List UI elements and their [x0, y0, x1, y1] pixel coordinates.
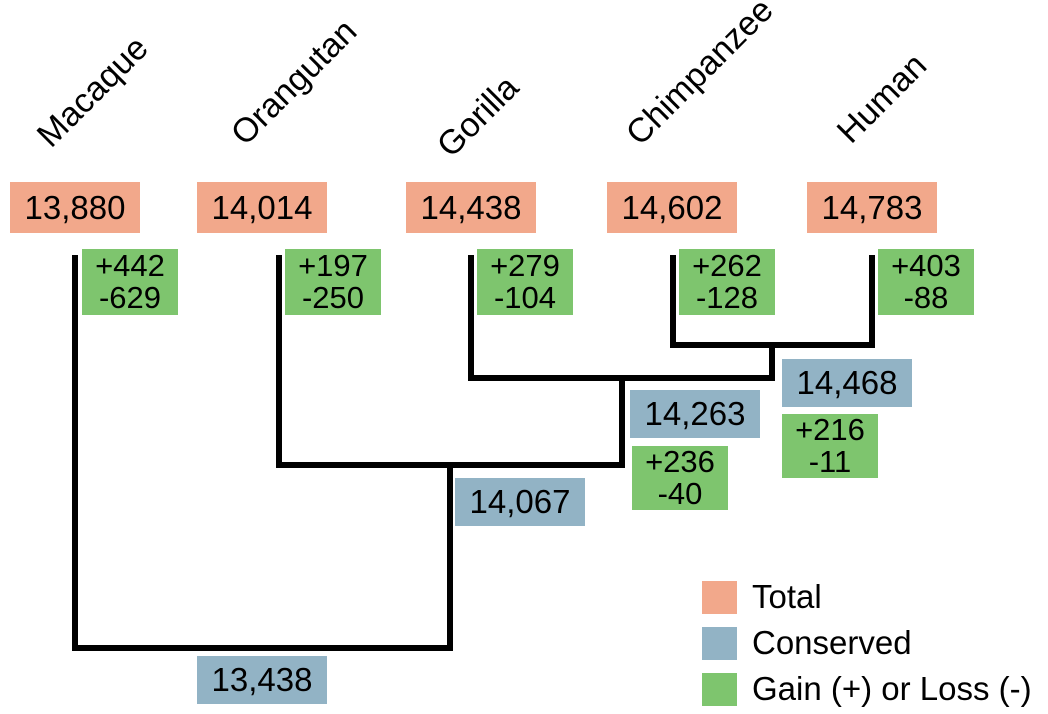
gain-value: +279 — [490, 248, 560, 283]
species-label-chimpanzee: Chimpanzee — [618, 0, 781, 153]
legend-item-conserved: Conserved — [702, 621, 912, 665]
species-label-gorilla: Gorilla — [429, 68, 527, 165]
loss-value: -11 — [808, 444, 852, 479]
loss-value: -250 — [301, 280, 365, 315]
legend-swatch-total — [702, 580, 737, 614]
gainloss-box-chimpanzee: +262 -128 — [679, 249, 775, 315]
species-label-human: Human — [829, 46, 935, 151]
gainloss-box-human-chimp: +216 -11 — [782, 414, 878, 478]
total-box-human: 14,783 — [807, 182, 937, 233]
branch-human — [869, 255, 875, 348]
total-box-orangutan: 14,014 — [197, 182, 327, 233]
conserved-box-gorilla-join: 14,263 — [630, 390, 760, 438]
species-label-macaque: Macaque — [29, 28, 156, 155]
gainloss-box-gorilla: +279 -104 — [477, 249, 573, 315]
loss-value: -88 — [903, 280, 949, 315]
node-orangutan-join-stem — [447, 462, 453, 651]
gainloss-box-gorilla-join: +236 -40 — [632, 446, 728, 510]
gain-value: +197 — [298, 248, 368, 283]
branch-macaque — [72, 255, 78, 651]
loss-value: -104 — [493, 280, 557, 315]
branch-chimpanzee — [670, 255, 676, 348]
total-box-gorilla: 14,438 — [406, 182, 536, 233]
node-human-chimp-stem — [769, 342, 775, 381]
gain-value: +236 — [645, 444, 715, 479]
gainloss-box-human: +403 -88 — [878, 249, 974, 315]
loss-value: -40 — [657, 476, 703, 511]
gainloss-box-orangutan: +197 -250 — [285, 249, 381, 315]
loss-value: -629 — [98, 280, 162, 315]
conserved-box-orangutan-join: 14,067 — [455, 478, 585, 526]
branch-orangutan — [276, 255, 282, 468]
total-box-macaque: 13,880 — [10, 182, 140, 233]
legend-label-total: Total — [752, 578, 822, 615]
gain-value: +216 — [795, 412, 865, 447]
node-gorilla-join-stem — [619, 375, 625, 468]
conserved-box-human-chimp: 14,468 — [782, 359, 912, 407]
node-root-bar — [72, 645, 453, 651]
conserved-box-root: 13,438 — [197, 656, 327, 704]
legend-item-gain-loss: Gain (+) or Loss (-) — [702, 667, 1032, 711]
gainloss-box-macaque: +442 -629 — [82, 249, 178, 315]
loss-value: -128 — [695, 280, 759, 315]
legend-swatch-gain-loss — [702, 672, 737, 706]
legend-label-gain-loss: Gain (+) or Loss (-) — [752, 670, 1032, 707]
species-label-orangutan: Orangutan — [223, 12, 365, 153]
legend-label-conserved: Conserved — [752, 624, 912, 661]
legend-item-total: Total — [702, 575, 822, 619]
gain-value: +442 — [95, 248, 165, 283]
total-box-chimpanzee: 14,602 — [607, 182, 737, 233]
gain-value: +403 — [891, 248, 961, 283]
legend-swatch-conserved — [702, 626, 737, 660]
branch-gorilla — [468, 255, 474, 381]
gain-value: +262 — [692, 248, 762, 283]
